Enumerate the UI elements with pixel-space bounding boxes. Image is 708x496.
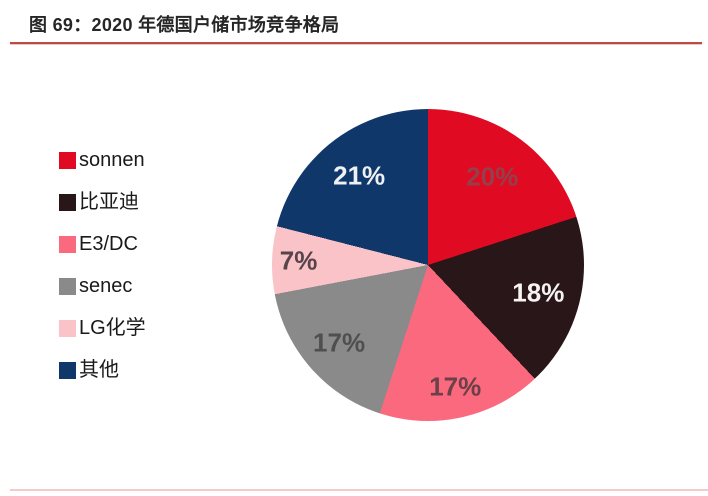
legend-label: 比亚迪 xyxy=(79,191,139,213)
figure-title: 图 69：2020 年德国户储市场竞争格局 xyxy=(29,15,340,35)
legend-item-e3dc: E3/DC xyxy=(59,231,146,257)
chart-legend: sonnen 比亚迪 E3/DC senec LG化学 其他 xyxy=(59,147,146,383)
pie-wrap: 20% 18% 17% 17% 7% 21% xyxy=(272,109,584,421)
legend-label: LG化学 xyxy=(79,317,146,339)
legend-item-sonnen: sonnen xyxy=(59,147,146,173)
pie-label-others: 21% xyxy=(333,160,386,191)
legend-item-others: 其他 xyxy=(59,357,146,383)
legend-swatch-byd xyxy=(59,193,76,211)
pie-label-sonnen: 20% xyxy=(466,161,519,192)
legend-swatch-lg xyxy=(59,319,76,337)
legend-label: senec xyxy=(79,275,133,297)
legend-label: sonnen xyxy=(79,149,145,171)
legend-item-lg: LG化学 xyxy=(59,315,146,341)
bottom-border xyxy=(10,489,708,491)
legend-label: E3/DC xyxy=(79,233,138,255)
pie-label-e3dc: 17% xyxy=(429,371,482,402)
pie-graphic xyxy=(272,109,584,421)
legend-swatch-others xyxy=(59,361,76,379)
pie-label-senec: 17% xyxy=(313,327,366,358)
pie-label-byd: 18% xyxy=(512,277,565,308)
legend-swatch-sonnen xyxy=(59,151,76,169)
legend-label: 其他 xyxy=(79,359,119,381)
title-underline xyxy=(10,42,702,44)
legend-item-senec: senec xyxy=(59,273,146,299)
legend-swatch-e3dc xyxy=(59,235,76,253)
pie-label-lg: 7% xyxy=(279,245,318,276)
legend-swatch-senec xyxy=(59,277,76,295)
legend-item-byd: 比亚迪 xyxy=(59,189,146,215)
